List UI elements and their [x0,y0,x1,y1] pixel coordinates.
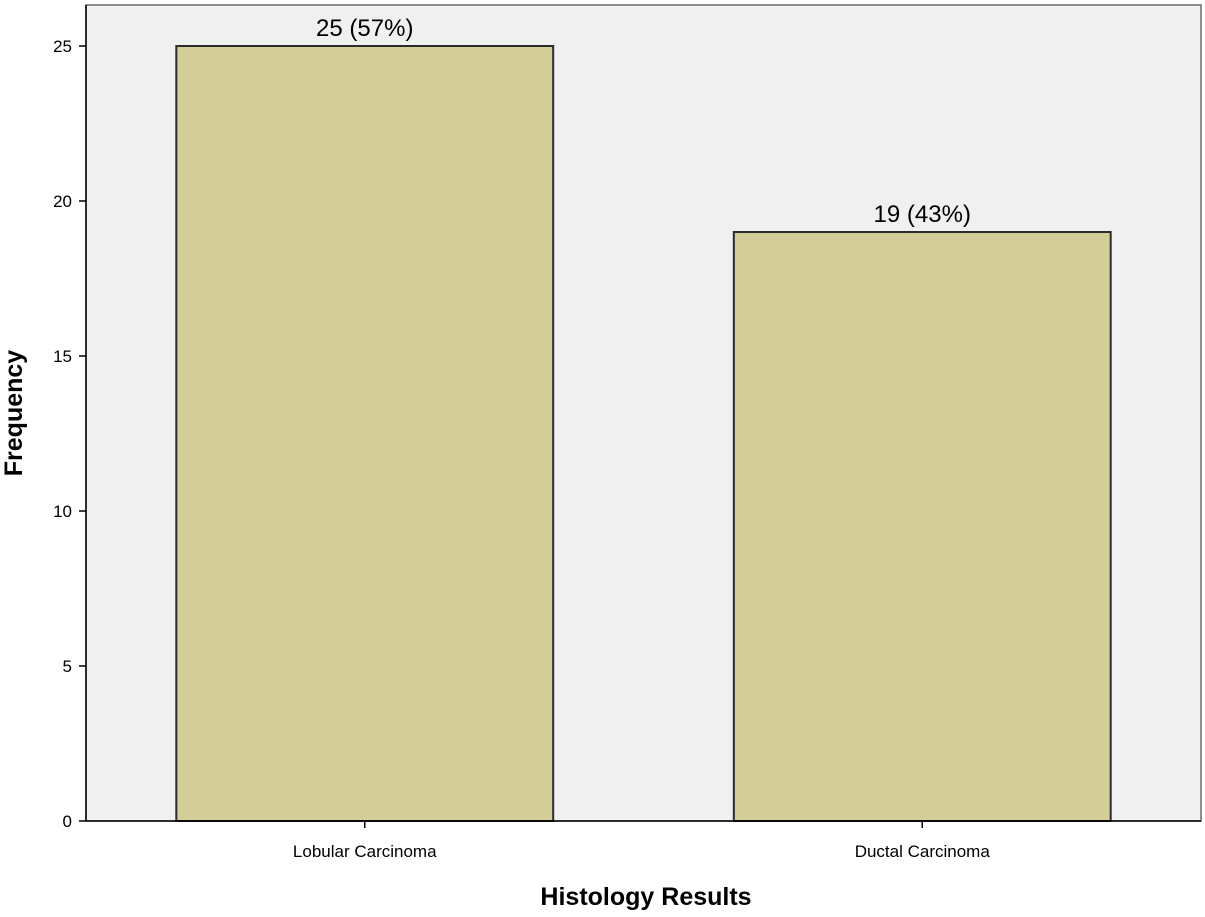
y-ticks-group: 0 5 10 15 20 25 [53,37,86,831]
y-tick-label: 5 [63,657,72,676]
y-tick-label: 25 [53,37,72,56]
y-tick-label: 0 [63,812,72,831]
x-tick-label: Ductal Carcinoma [855,842,991,861]
y-tick-label: 15 [53,347,72,366]
y-tick-label: 20 [53,192,72,211]
x-ticks-group: Lobular Carcinoma Ductal Carcinoma [293,821,990,861]
bar-data-label: 25 (57%) [316,15,413,42]
bar-1 [175,45,555,822]
bar-2 [732,231,1112,822]
bars-group [175,45,1112,822]
y-tick-label: 10 [53,502,72,521]
y-axis-title: Frequency [0,350,28,477]
x-axis-title: Histology Results [540,883,751,911]
bar-data-label: 19 (43%) [874,201,971,228]
data-labels-group: 25 (57%) 19 (43%) [316,15,971,228]
x-tick-label: Lobular Carcinoma [293,842,437,861]
